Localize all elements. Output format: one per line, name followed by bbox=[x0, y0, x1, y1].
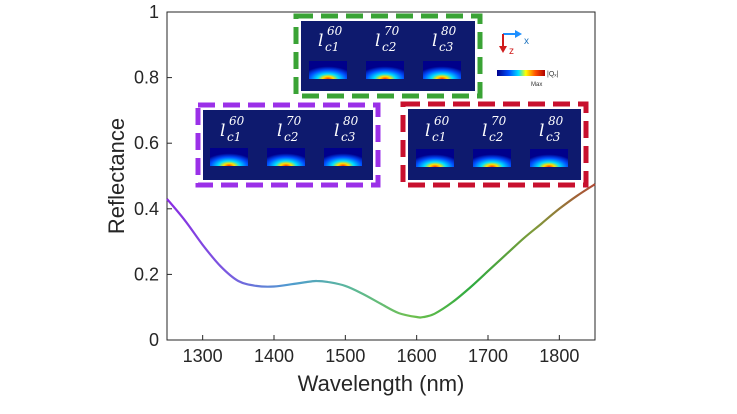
field-map-thumbnail bbox=[309, 61, 347, 79]
plot-area bbox=[166, 11, 596, 341]
y-tick-label: 1 bbox=[149, 2, 159, 22]
y-tick-label: 0.6 bbox=[134, 133, 159, 153]
inset-label-subscript: c1 bbox=[432, 130, 446, 144]
y-axis-title: Reflectance bbox=[104, 118, 129, 234]
reflectance-curve bbox=[166, 183, 596, 319]
colorbar-max-label: Max bbox=[531, 82, 542, 88]
x-ticks: 1300 1400 1500 1600 1700 1800 bbox=[183, 335, 579, 366]
inset-label-superscript: 80 bbox=[343, 114, 359, 128]
inset-label-superscript: 70 bbox=[286, 114, 302, 128]
inset-label-base: l bbox=[432, 31, 437, 51]
inset-label-superscript: 70 bbox=[491, 114, 507, 128]
inset-label-subscript: c2 bbox=[284, 130, 298, 144]
field-map-thumbnail bbox=[210, 148, 248, 166]
inset-label-subscript: c2 bbox=[382, 40, 396, 54]
x-tick-label: 1600 bbox=[397, 346, 437, 366]
x-tick-label: 1300 bbox=[183, 346, 223, 366]
y-tick-label: 0.8 bbox=[134, 68, 159, 88]
y-tick-label: 0 bbox=[149, 330, 159, 350]
inset-label-subscript: c3 bbox=[546, 130, 561, 144]
field-map-thumbnail bbox=[267, 148, 305, 166]
inset-label-subscript: c3 bbox=[341, 130, 356, 144]
inset-label-superscript: 70 bbox=[384, 24, 400, 38]
inset-label-base: l bbox=[277, 121, 282, 141]
inset-label-base: l bbox=[482, 121, 487, 141]
inset-label-base: l bbox=[334, 121, 339, 141]
inset-label-base: l bbox=[425, 121, 430, 141]
inset-label-base: l bbox=[318, 31, 323, 51]
inset-label-subscript: c2 bbox=[489, 130, 503, 144]
inset-label-superscript: 80 bbox=[441, 24, 457, 38]
inset-label-subscript: c3 bbox=[439, 40, 454, 54]
x-axis-icon-label: x bbox=[524, 36, 529, 47]
field-map-thumbnail bbox=[366, 61, 404, 79]
inset-label-base: l bbox=[375, 31, 380, 51]
x-tick-label: 1400 bbox=[254, 346, 294, 366]
x-tick-label: 1700 bbox=[468, 346, 508, 366]
field-map-thumbnail bbox=[473, 149, 511, 167]
y-tick-label: 0.2 bbox=[134, 264, 159, 284]
field-map-thumbnail bbox=[423, 61, 461, 79]
x-tick-label: 1500 bbox=[325, 346, 365, 366]
field-map-thumbnail bbox=[530, 149, 568, 167]
z-axis-icon-label: z bbox=[509, 46, 514, 57]
x-tick-label: 1800 bbox=[539, 346, 579, 366]
y-ticks: 0 0.2 0.4 0.6 0.8 1 bbox=[134, 2, 172, 350]
inset-label-superscript: 60 bbox=[229, 114, 245, 128]
inset-label-superscript: 60 bbox=[327, 24, 343, 38]
y-tick-label: 0.4 bbox=[134, 199, 159, 219]
field-map-thumbnail bbox=[324, 148, 362, 166]
coordinate-axes-icon: x z bbox=[499, 30, 529, 57]
colorbar-label: |Qₓ| bbox=[547, 71, 559, 78]
inset-label-superscript: 60 bbox=[434, 114, 450, 128]
field-map-thumbnail bbox=[416, 149, 454, 167]
x-axis-title: Wavelength (nm) bbox=[298, 371, 465, 396]
inset-label-superscript: 80 bbox=[548, 114, 564, 128]
inset-label-base: l bbox=[539, 121, 544, 141]
inset-label-subscript: c1 bbox=[227, 130, 241, 144]
colorbar: |Qₓ| Max bbox=[497, 70, 559, 88]
inset-label-base: l bbox=[220, 121, 225, 141]
inset-label-subscript: c1 bbox=[325, 40, 339, 54]
